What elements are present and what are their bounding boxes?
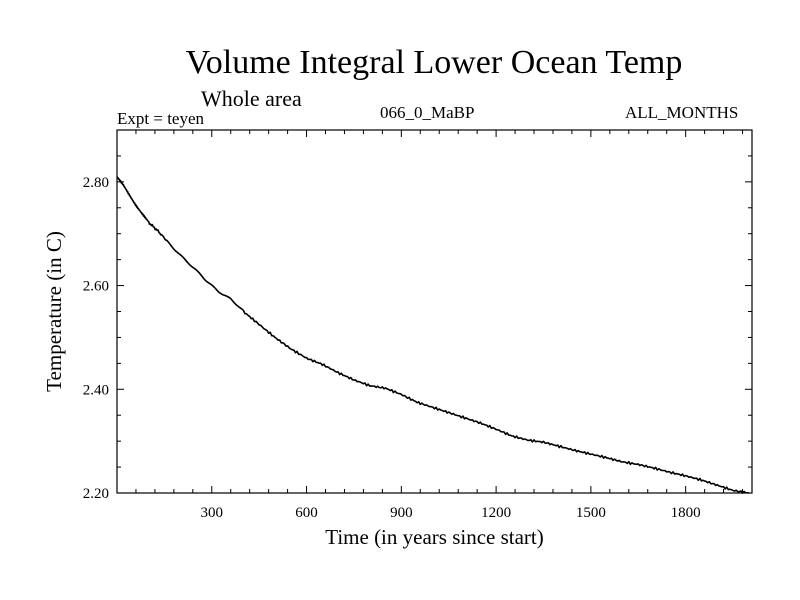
chart-title: Volume Integral Lower Ocean Temp xyxy=(185,44,683,81)
x-axis-title: Time (in years since start) xyxy=(325,525,544,549)
y-tick-label: 2.80 xyxy=(83,175,109,191)
y-axis-title: Temperature (in C) xyxy=(42,231,66,392)
months-label: ALL_MONTHS xyxy=(625,103,739,122)
y-tick-label: 2.60 xyxy=(83,279,109,295)
axis-ticks xyxy=(117,130,752,493)
series-line-lower-ocean-temp xyxy=(116,176,749,494)
chart-subtitle: Whole area xyxy=(201,86,302,111)
plot-frame xyxy=(116,129,753,494)
x-tick-label: 1800 xyxy=(671,505,701,521)
x-tick-labels: 300 600 900 1200 1500 1800 xyxy=(201,505,701,521)
y-tick-label: 2.20 xyxy=(83,486,109,502)
y-tick-labels: 2.20 2.40 2.60 2.80 xyxy=(83,175,109,502)
x-tick-label: 1500 xyxy=(576,505,606,521)
run-label: 066_0_MaBP xyxy=(380,103,475,122)
x-tick-label: 900 xyxy=(390,505,413,521)
x-tick-label: 600 xyxy=(295,505,318,521)
y-tick-label: 2.40 xyxy=(83,382,109,398)
x-tick-label: 1200 xyxy=(481,505,511,521)
experiment-label: Expt = teyen xyxy=(117,109,205,128)
x-tick-label: 300 xyxy=(201,505,224,521)
